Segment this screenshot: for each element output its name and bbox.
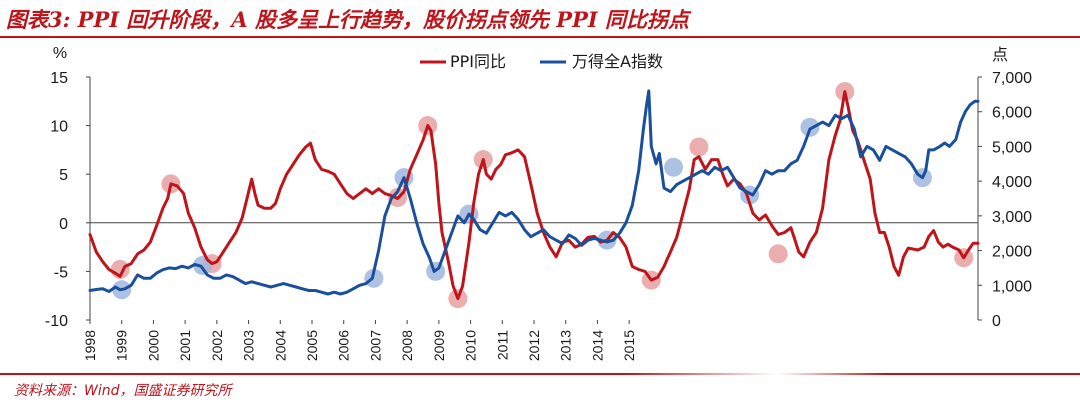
x-tick-label: 2014 — [589, 330, 605, 361]
axes-layer: 15 10 5 0 -5 -10 7,000 6,000 5,000 4,000 3,000 2,00… — [45, 70, 1032, 361]
right-tick-label: 5,000 — [992, 139, 1032, 156]
x-tick-label: 2008 — [399, 330, 415, 361]
legend-index-label: 万得全A指数 — [572, 52, 663, 71]
x-tick-label: 2004 — [272, 330, 288, 361]
footer-rule — [0, 373, 1080, 375]
x-tick-label: 2003 — [241, 330, 257, 361]
left-tick-label: 15 — [50, 70, 68, 87]
right-tick-label: 3,000 — [992, 209, 1032, 226]
x-tick-label: 2002 — [209, 330, 225, 361]
left-tick-label: -5 — [54, 264, 68, 281]
right-tick-label: 7,000 — [992, 70, 1032, 87]
left-tick-label: 10 — [50, 119, 68, 136]
left-tick-label: 0 — [59, 216, 68, 233]
legend: PPI同比 万得全A指数 — [420, 52, 663, 71]
right-tick-label: 6,000 — [992, 105, 1032, 122]
turning-point-markers — [110, 82, 974, 309]
left-axis-unit: % — [53, 45, 67, 62]
series-lines — [88, 89, 980, 301]
right-axis-unit: 点 — [992, 46, 1008, 64]
left-tick-label: 5 — [59, 167, 68, 184]
x-tick-label: 2005 — [304, 330, 320, 361]
legend-ppi-label: PPI同比 — [450, 52, 506, 71]
figure-title: 图表3: PPI 回升阶段，A 股多呈上行趋势，股价拐点领先 PPI 同比拐点 — [6, 7, 690, 32]
x-tick-label: 2007 — [367, 330, 383, 361]
right-tick-label: 0 — [992, 313, 1001, 330]
right-tick-label: 2,000 — [992, 244, 1032, 261]
x-tick-label: 2010 — [463, 330, 479, 361]
ppi-series-line — [88, 90, 980, 301]
left-tick-label: -10 — [45, 313, 68, 330]
x-tick-label: 2000 — [145, 330, 161, 361]
x-tick-label: 2015 — [621, 330, 637, 361]
right-tick-label: 4,000 — [992, 174, 1032, 191]
index-turning-point-marker — [664, 157, 684, 177]
x-tick-label: 1999 — [114, 330, 130, 361]
index-turning-point-marker — [364, 268, 384, 288]
ppi-turning-point-marker — [768, 244, 788, 264]
x-tick-label: 2009 — [431, 330, 447, 361]
ppi-turning-point-marker — [689, 137, 709, 157]
x-tick-label: 2013 — [558, 330, 574, 361]
x-tick-label: 2001 — [177, 330, 193, 361]
x-tick-label: 1998 — [82, 330, 98, 361]
index-series-line — [88, 89, 980, 296]
dual-axis-line-chart: 15 10 5 0 -5 -10 7,000 6,000 5,000 4,000 3,000 2,00… — [45, 45, 1032, 361]
source-note: 资料来源：Wind，国盛证券研究所 — [14, 383, 232, 399]
x-tick-label: 2006 — [336, 330, 352, 361]
x-tick-label: 2012 — [526, 330, 542, 361]
x-tick-label: 2011 — [494, 330, 510, 360]
right-tick-label: 1,000 — [992, 278, 1032, 295]
index-turning-point-marker — [800, 117, 820, 137]
title-rule — [0, 36, 1080, 38]
